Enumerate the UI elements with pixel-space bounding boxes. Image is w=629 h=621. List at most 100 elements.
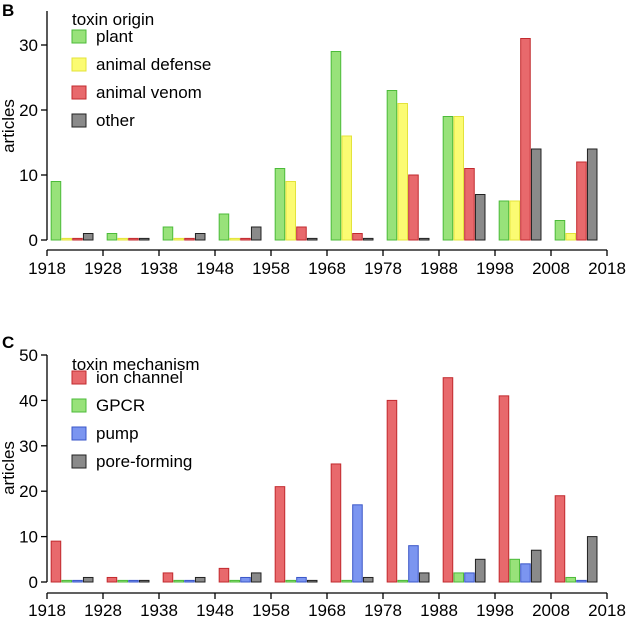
bar-other [474,194,486,241]
bar-animal-venom [296,226,307,241]
bar-animal-venom [464,168,475,241]
bars [50,377,598,583]
bar-animal-defense [509,200,520,241]
bar-animal-defense [229,237,240,241]
bar-pore-forming [474,558,486,583]
bar-animal-defense [565,233,576,241]
legend-label-animal-defense: animal defense [96,55,211,74]
bar-pore-forming [418,572,430,583]
bar-pump [576,579,587,583]
x-tick-label: 2018 [588,259,626,278]
bar-ion-channel [106,576,118,583]
y-tick-label: 20 [19,101,38,120]
bar-gpcr [509,558,520,583]
bar-ion-channel [442,377,454,583]
bar-plant [386,90,398,241]
legend-swatch-pore-forming [71,454,87,469]
bar-pump [240,576,251,583]
bar-pump [296,576,307,583]
legend-label-pump: pump [96,424,139,443]
bar-animal-defense [285,181,296,241]
x-tick-label: 1958 [252,259,290,278]
bar-plant [330,51,342,241]
bar-pore-forming [138,579,150,583]
bar-pump [128,579,139,583]
legend: toxin mechanism ion channel GPCR pump pore-… [71,355,200,471]
legend-swatch-plant [71,29,87,44]
y-axis-label: articles [0,99,18,153]
bar-other [418,237,430,241]
bar-animal-venom [128,237,139,241]
x-tick-label: 1968 [308,601,346,620]
x-tick-label: 1978 [364,601,402,620]
bar-other [530,148,542,241]
y-tick-label: 20 [19,482,38,501]
bar-gpcr [173,579,184,583]
x-tick-label: 1938 [140,601,178,620]
bar-ion-channel [498,395,510,583]
legend-title: toxin mechanism [72,355,200,374]
bar-other [586,148,598,241]
bar-plant [162,226,174,241]
panel-letter-b: B [2,1,14,20]
bar-pore-forming [250,572,262,583]
bar-gpcr [285,579,296,583]
x-tick-label: 1938 [140,259,178,278]
bar-ion-channel [274,486,286,583]
y-tick-label: 0 [29,573,38,592]
bar-other [138,237,150,241]
bar-gpcr [229,579,240,583]
y-tick-label: 0 [29,231,38,250]
bar-gpcr [117,579,128,583]
bar-pore-forming [530,549,542,583]
bar-animal-venom [240,237,251,241]
bar-animal-venom [520,38,531,241]
x-tick-label: 1928 [84,259,122,278]
bar-gpcr [453,572,464,583]
bar-other [306,237,318,241]
bar-other [362,237,374,241]
x-tick-label: 1968 [308,259,346,278]
bar-animal-venom [184,237,195,241]
bar-other [82,233,94,241]
legend-swatch-animal-defense [71,57,87,72]
legend-title: toxin origin [72,10,154,29]
y-tick-label: 30 [19,437,38,456]
x-axis: 1918 1928 1938 1948 1958 1968 1978 1988 1998 2008… [28,592,626,620]
x-tick-label: 2018 [588,601,626,620]
bar-animal-defense [117,237,128,241]
x-tick-label: 2008 [532,601,570,620]
y-tick-label: 10 [19,166,38,185]
bar-ion-channel [386,399,398,583]
x-tick-label: 1988 [420,601,458,620]
bar-ion-channel [162,572,174,583]
bar-animal-venom [408,174,419,241]
bar-pump [184,579,195,583]
bar-ion-channel [218,567,230,583]
legend-label-animal-venom: animal venom [96,83,202,102]
bar-ion-channel [50,540,62,583]
x-axis: 1918 1928 1938 1948 1958 1968 1978 1988 1998 2008… [28,249,626,278]
bar-animal-defense [61,237,72,241]
bar-other [194,233,206,241]
bar-pore-forming [306,579,318,583]
bar-animal-defense [173,237,184,241]
legend-label-ion-channel: ion channel [96,368,183,387]
bar-pump [352,504,363,583]
legend-swatch-gpcr [71,398,87,413]
legend-label-other: other [96,111,135,130]
x-tick-label: 1958 [252,601,290,620]
legend-label-pore-forming: pore-forming [96,452,192,471]
bar-plant [50,181,62,241]
bar-pore-forming [82,576,94,583]
bar-pore-forming [194,576,206,583]
bar-plant [554,220,566,241]
bar-animal-venom [72,237,83,241]
bar-gpcr [61,579,72,583]
bar-pore-forming [586,536,598,583]
bar-pore-forming [362,576,374,583]
bar-pump [464,572,475,583]
bar-animal-venom [576,161,587,241]
